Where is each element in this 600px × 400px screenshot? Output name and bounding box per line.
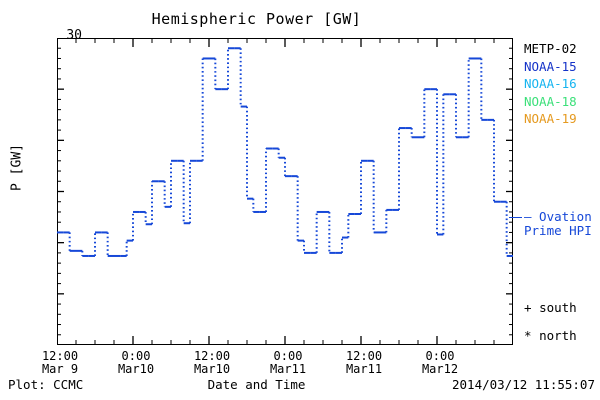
y-axis-label: P [GW] xyxy=(9,144,25,191)
x-axis-label: Date and Time xyxy=(207,377,306,392)
x-tick-date-4: Mar11 xyxy=(345,361,383,376)
legend-marker-south: + south xyxy=(524,300,577,315)
x-tick-time-1: 0:00 xyxy=(121,349,151,363)
footer-plot-source: Plot: CCMC xyxy=(8,377,84,392)
legend: METP-02 NOAA-15 NOAA-16 NOAA-18 NOAA-19 xyxy=(524,40,577,128)
ovation-legend-line1: – Ovation xyxy=(524,209,592,224)
x-tick-time-0: 12:00 xyxy=(41,349,79,363)
x-tick-date-3: Mar11 xyxy=(269,361,307,376)
legend-entry-noaa-19[interactable]: NOAA-19 xyxy=(524,111,577,126)
asterisk-icon: * xyxy=(524,328,532,343)
page-title: Hemispheric Power [GW] xyxy=(151,10,362,28)
x-tick-date-1: Mar10 xyxy=(117,361,155,376)
x-tick-label-5: 0:00 Mar12 xyxy=(402,350,478,375)
x-tick-date-0: Mar 9 xyxy=(41,361,79,376)
x-tick-time-4: 12:00 xyxy=(345,349,383,363)
x-tick-label-1: 0:00 Mar10 xyxy=(98,350,174,375)
ovation-legend-line2: Prime HPI xyxy=(524,222,592,238)
axis-ticks xyxy=(57,38,513,345)
x-tick-label-2: 12:00 Mar10 xyxy=(174,350,250,375)
legend-entry-noaa-18[interactable]: NOAA-18 xyxy=(524,93,577,109)
plus-icon: + xyxy=(524,300,532,315)
x-tick-date-2: Mar10 xyxy=(193,361,231,376)
legend-marker-south-label: south xyxy=(539,300,577,315)
legend-entry-noaa-16[interactable]: NOAA-16 xyxy=(524,76,577,91)
legend-entry-metp-02[interactable]: METP-02 xyxy=(524,41,577,56)
x-tick-label-4: 12:00 Mar11 xyxy=(326,350,402,375)
data-plot xyxy=(57,38,513,345)
plot-area xyxy=(57,38,513,345)
legend-marker-north-label: north xyxy=(539,328,577,343)
ovation-legend-line-icon xyxy=(509,217,522,218)
legend-entry-noaa-15[interactable]: NOAA-15 xyxy=(524,58,577,74)
x-tick-time-2: 12:00 xyxy=(193,349,231,363)
x-tick-date-5: Mar12 xyxy=(421,361,459,376)
footer-timestamp: 2014/03/12 11:55:07 xyxy=(452,377,595,392)
series-0 xyxy=(57,47,513,257)
x-tick-label-0: 12:00 Mar 9 xyxy=(22,350,98,375)
x-tick-label-3: 0:00 Mar11 xyxy=(250,350,326,375)
legend-entry-ovation-prime-hpi[interactable]: – Ovation Prime HPI xyxy=(524,210,592,237)
x-tick-time-5: 0:00 xyxy=(425,349,455,363)
legend-marker-north: * north xyxy=(524,328,577,343)
x-tick-time-3: 0:00 xyxy=(273,349,303,363)
